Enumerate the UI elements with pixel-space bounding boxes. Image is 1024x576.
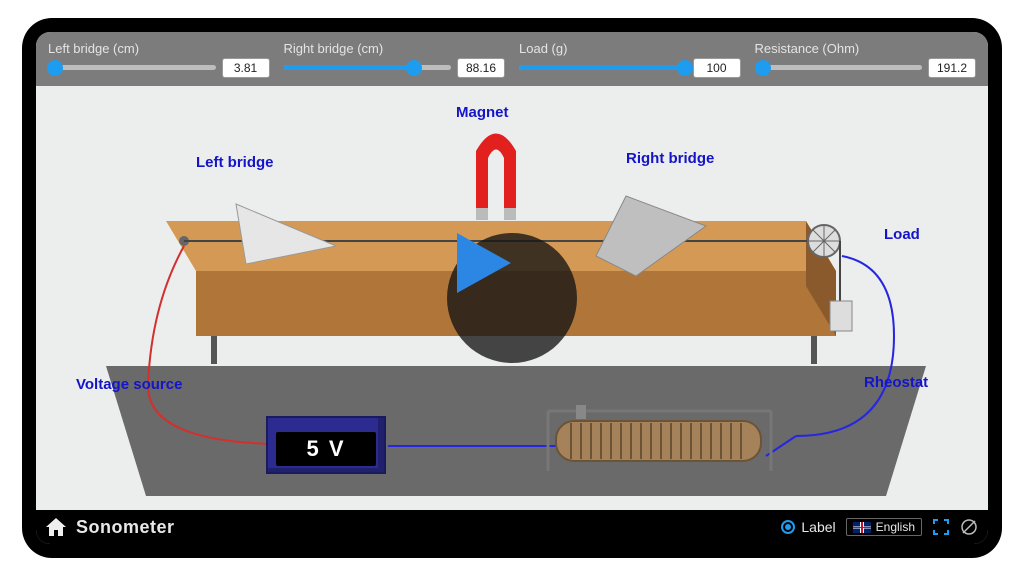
annot-left-bridge: Left bridge [196, 154, 274, 171]
settings-icon[interactable] [960, 518, 978, 536]
play-icon [457, 233, 511, 293]
slider-value-left-bridge[interactable]: 3.81 [222, 58, 270, 78]
top-bar: Left bridge (cm) 3.81 Right bridge (cm) [36, 32, 988, 86]
uk-flag-icon [853, 522, 871, 533]
slider-thumb[interactable] [406, 60, 422, 76]
slider-track-load[interactable] [519, 65, 687, 70]
slider-label: Load (g) [519, 41, 741, 56]
app-title: Sonometer [76, 517, 175, 538]
slider-right-bridge: Right bridge (cm) 88.16 [284, 41, 506, 78]
annot-magnet: Magnet [456, 104, 509, 121]
slider-value-load[interactable]: 100 [693, 58, 741, 78]
play-button[interactable] [447, 233, 577, 363]
label-toggle[interactable]: Label [781, 519, 835, 535]
annot-voltage-source: Voltage source [76, 376, 182, 393]
label-toggle-text: Label [801, 519, 835, 535]
slider-load: Load (g) 100 [519, 41, 741, 78]
simulation-canvas: 5 V Magnet Left bridge Right bridge Load… [36, 86, 988, 510]
slider-thumb[interactable] [47, 60, 63, 76]
slider-resistance: Resistance (Ohm) 191.2 [755, 41, 977, 78]
slider-label: Right bridge (cm) [284, 41, 506, 56]
slider-thumb[interactable] [677, 60, 693, 76]
radio-on-icon [781, 520, 795, 534]
slider-label: Resistance (Ohm) [755, 41, 977, 56]
bottom-bar: Sonometer Label English [36, 510, 988, 544]
language-selector[interactable]: English [846, 518, 922, 536]
annot-rheostat: Rheostat [864, 374, 928, 391]
slider-value-right-bridge[interactable]: 88.16 [457, 58, 505, 78]
slider-track-right-bridge[interactable] [284, 65, 452, 70]
device-frame: Left bridge (cm) 3.81 Right bridge (cm) [22, 18, 1002, 558]
slider-left-bridge: Left bridge (cm) 3.81 [48, 41, 270, 78]
language-text: English [876, 520, 915, 534]
voltage-display: 5 V [276, 432, 376, 466]
slider-track-resistance[interactable] [755, 65, 923, 70]
app-screen: Left bridge (cm) 3.81 Right bridge (cm) [36, 32, 988, 544]
slider-track-left-bridge[interactable] [48, 65, 216, 70]
annot-load: Load [884, 226, 920, 243]
slider-value-resistance[interactable]: 191.2 [928, 58, 976, 78]
slider-label: Left bridge (cm) [48, 41, 270, 56]
voltage-source: 5 V [266, 416, 386, 474]
home-icon[interactable] [46, 518, 66, 536]
fullscreen-icon[interactable] [932, 518, 950, 536]
annot-right-bridge: Right bridge [626, 150, 714, 167]
slider-thumb[interactable] [755, 60, 771, 76]
